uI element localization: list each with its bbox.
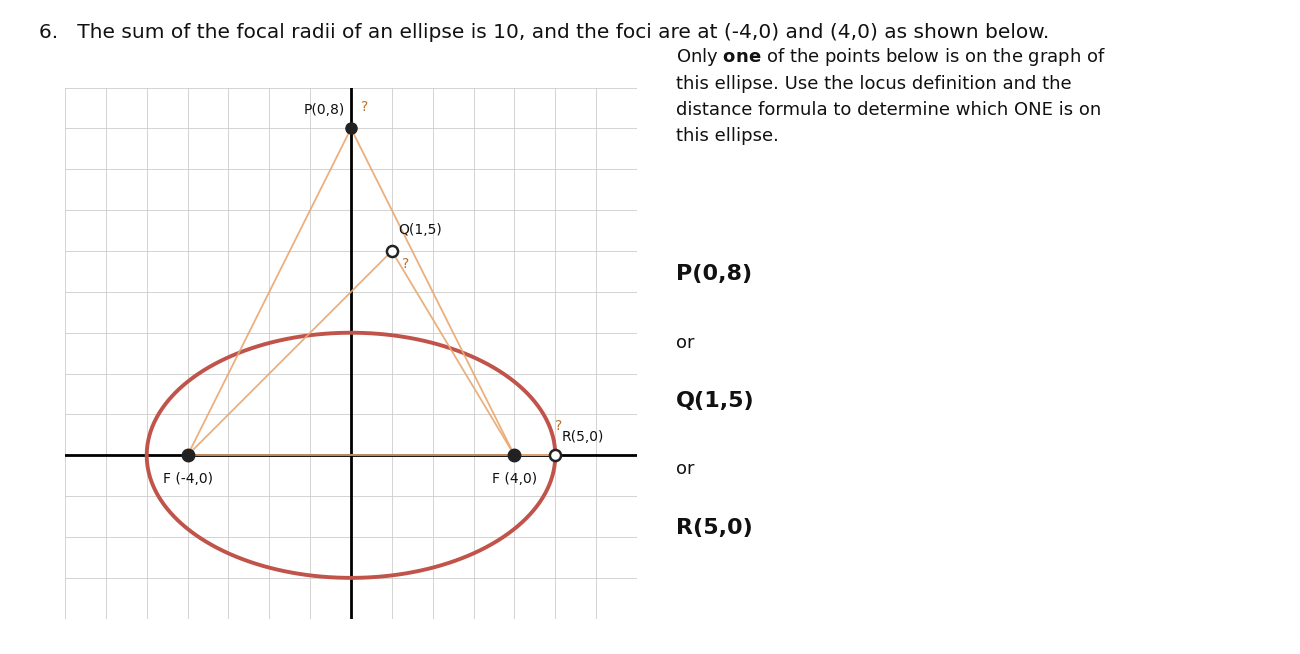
- Text: R(5,0): R(5,0): [676, 518, 753, 538]
- Text: R(5,0): R(5,0): [562, 430, 603, 444]
- Text: 6.   The sum of the focal radii of an ellipse is 10, and the foci are at (-4,0) : 6. The sum of the focal radii of an elli…: [39, 23, 1049, 42]
- Text: ?: ?: [555, 419, 563, 433]
- Text: Q(1,5): Q(1,5): [676, 391, 754, 411]
- Text: F (-4,0): F (-4,0): [162, 472, 213, 486]
- Text: ?: ?: [402, 257, 410, 271]
- Text: Q(1,5): Q(1,5): [398, 223, 442, 237]
- Text: or: or: [676, 334, 694, 352]
- Text: P(0,8): P(0,8): [676, 264, 753, 284]
- Text: P(0,8): P(0,8): [304, 103, 345, 117]
- Text: Only $\mathbf{one}$ of the points below is on the graph of
this ellipse. Use the: Only $\mathbf{one}$ of the points below …: [676, 46, 1106, 145]
- Text: ?: ?: [361, 100, 368, 114]
- Text: F (4,0): F (4,0): [491, 472, 537, 486]
- Text: or: or: [676, 460, 694, 478]
